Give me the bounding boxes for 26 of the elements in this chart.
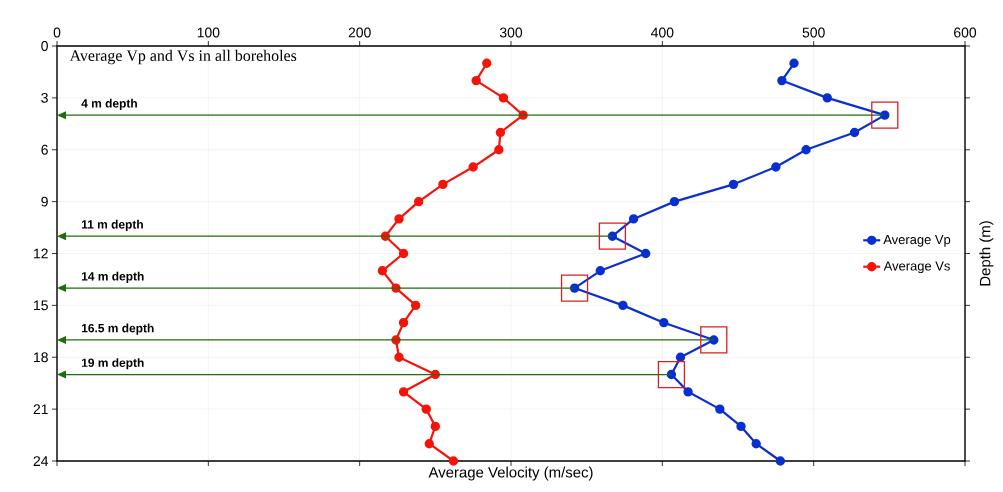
ref-line-label: 14 m depth [81,271,144,283]
y-tick-label: 9 [41,196,48,207]
y-tick-label: 15 [34,300,48,311]
y-tick-label: 21 [33,404,48,414]
legend-label: Average Vs [883,261,950,274]
ref-line-label: 19 m depth [81,358,144,370]
y-tick-label: 6 [41,144,48,155]
y-tick-label: 24 [33,456,49,466]
ref-line-label: 4 m depth [81,98,137,110]
y-tick-label: 12 [34,248,48,259]
y-tick-label: 18 [34,352,48,363]
x-tick-label: 200 [348,27,371,38]
ref-line-label: 16.5 m depth [81,323,154,335]
chart-title: Average Vp and Vs in all boreholes [69,49,297,65]
x-tick-label: 400 [651,27,674,38]
y-axis-title: Depth (m) [979,221,994,286]
x-tick-label: 300 [499,27,523,38]
ref-line-label: 11 m depth [81,219,143,232]
x-tick-label: 100 [197,27,220,38]
legend-label: Average Vp [883,235,951,247]
x-tick-label: 600 [954,27,977,38]
x-tick-label: 0 [53,27,61,38]
y-tick-label: 0 [41,41,48,51]
y-tick-label: 3 [41,92,48,103]
x-tick-label: 500 [802,27,825,38]
x-axis-title: Average Velocity (m/sec) [428,466,593,481]
